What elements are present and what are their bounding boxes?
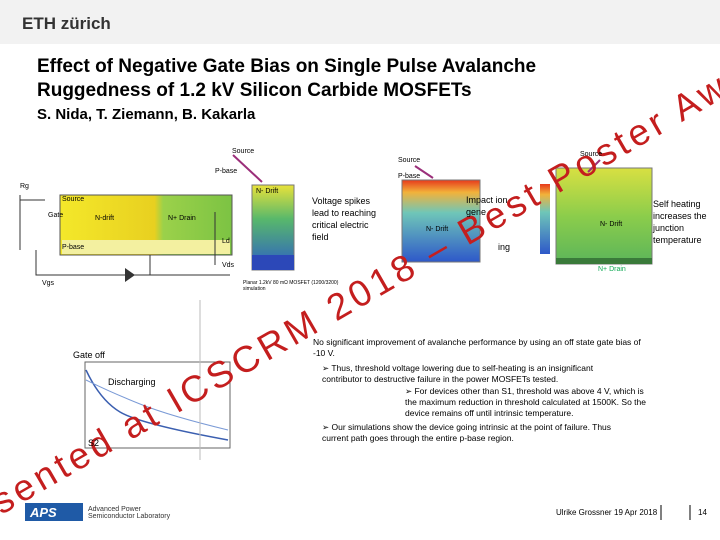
bullet: No significant improvement of avalanche … xyxy=(313,337,641,358)
note: Impact ion xyxy=(466,195,508,205)
circuit-label: Vgs xyxy=(42,280,55,287)
sim-label: P-base xyxy=(398,173,421,180)
authors: S. Nida, T. Ziemann, B. Kakarla xyxy=(37,106,256,123)
diode xyxy=(125,268,135,282)
sim-label: N+ Drain xyxy=(598,266,626,273)
color-legend xyxy=(540,184,550,254)
bullet: ➢ For devices other than S1, threshold w… xyxy=(405,386,646,418)
title-line: Ruggedness of 1.2 kV Silicon Carbide MOS… xyxy=(37,80,472,101)
caption: Planar 1.2kV 80 mΩ MOSFET (1200/3200) si… xyxy=(243,280,339,292)
sim-label: Source xyxy=(580,151,603,158)
circuit-label: N+ Drain xyxy=(168,215,196,222)
note: Voltage spikes lead to reaching critical… xyxy=(312,196,377,242)
plot-label: S2 xyxy=(88,438,100,448)
plot-label: Discharging xyxy=(108,377,156,387)
bullet-text: Thus, threshold voltage lowering due to … xyxy=(322,363,594,384)
sim-label: N- Drift xyxy=(426,226,449,233)
curve xyxy=(85,379,229,431)
bullet-text: For devices other than S1, threshold was… xyxy=(405,386,646,418)
circuit-label: Rg xyxy=(20,183,29,190)
p-base-region xyxy=(62,240,230,254)
sim-label: Source xyxy=(232,148,255,155)
circuit-label: Ld xyxy=(222,238,230,245)
note: Self heating increases the junction temp… xyxy=(653,199,707,245)
pointer-arrows xyxy=(232,154,601,183)
transient-plot xyxy=(84,361,231,449)
note: gene xyxy=(466,207,487,217)
title: Effect of Negative Gate Bias on Single P… xyxy=(37,55,536,103)
sim-label: P-base xyxy=(215,168,238,175)
sim-label: N- Drift xyxy=(600,221,623,228)
circuit-wires xyxy=(19,195,230,276)
circuit-label: Gate xyxy=(48,212,64,219)
simulation-drain xyxy=(556,258,652,264)
simulation-plot xyxy=(555,167,653,265)
footer-separators xyxy=(660,505,691,520)
bullet: ➢ Our simulations show the device going … xyxy=(322,422,612,443)
sim-label: Source xyxy=(398,157,421,164)
footer-author: Ulrike Grossner xyxy=(556,508,612,517)
plot-label: Gate off xyxy=(73,350,105,360)
header-band xyxy=(0,0,720,44)
footer-lab: Advanced Power Semiconductor Laboratory xyxy=(88,506,171,520)
note: ing xyxy=(498,242,511,252)
curve xyxy=(85,369,229,441)
title-line: Effect of Negative Gate Bias on Single P… xyxy=(37,56,537,77)
circuit-label: N-drift xyxy=(95,215,115,222)
footer-date: 19 Apr 2018 xyxy=(614,508,658,517)
footer-page: 14 xyxy=(698,508,707,517)
footer-logo-block xyxy=(25,503,83,521)
circuit-label: P-base xyxy=(62,244,85,251)
sim-label: N- Drift xyxy=(256,188,279,195)
logo: ETH zürich xyxy=(22,14,111,33)
bullet-text: Our simulations show the device going in… xyxy=(322,422,612,443)
footer-logo: APS xyxy=(30,505,57,520)
circuit-label: Vds xyxy=(222,262,235,269)
circuit-label: Source xyxy=(62,196,85,203)
simulation-plot xyxy=(401,179,481,263)
bullet: ➢ Thus, threshold voltage lowering due t… xyxy=(322,363,594,384)
simulation-drain xyxy=(252,255,294,270)
